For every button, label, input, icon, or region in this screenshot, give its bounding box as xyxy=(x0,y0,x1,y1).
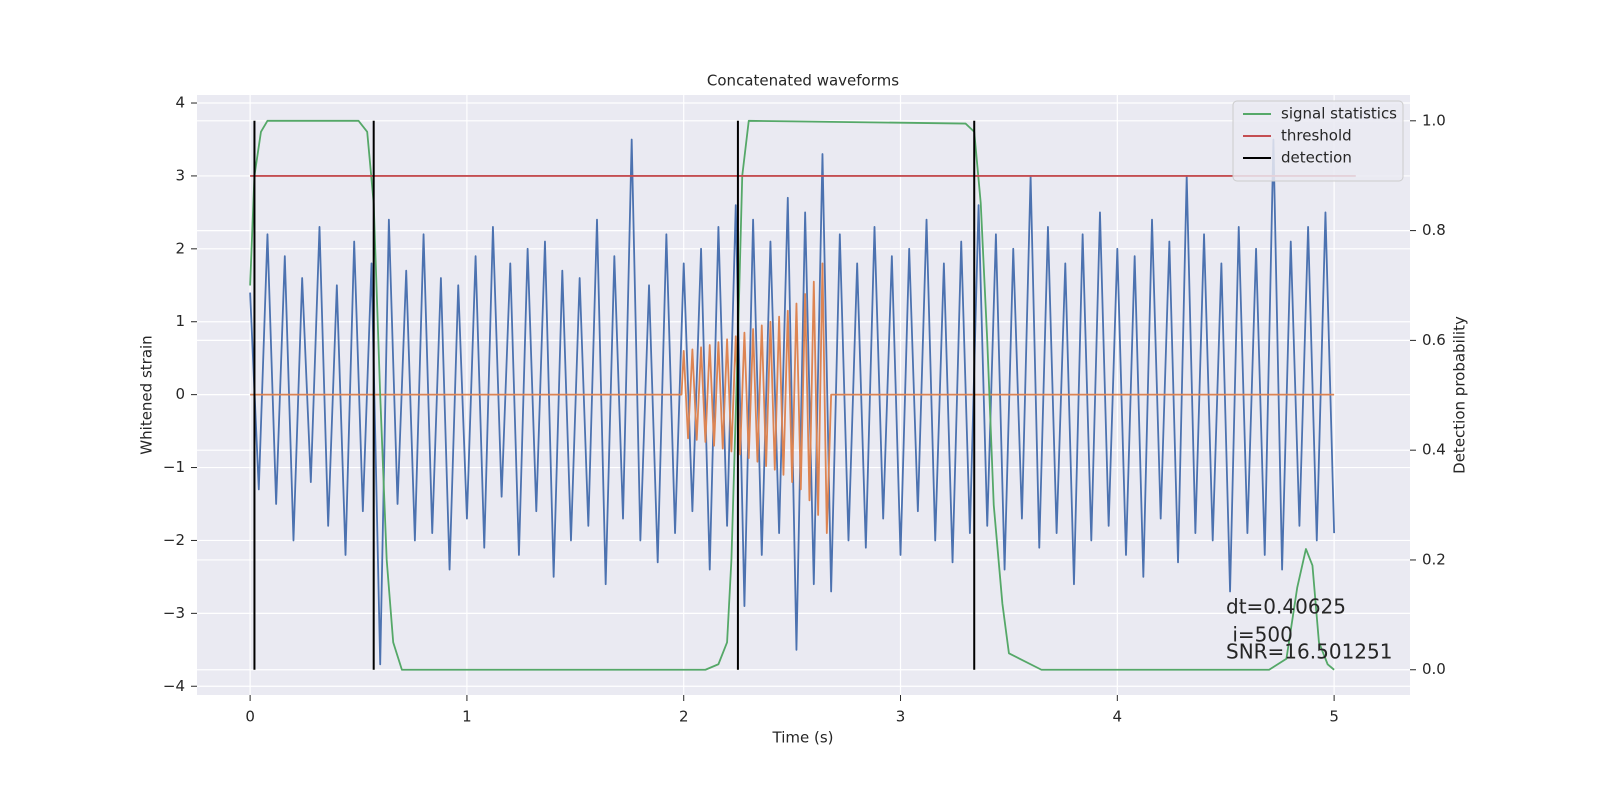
x-tick-label: 4 xyxy=(1113,708,1123,726)
y2-tick-label: 0.6 xyxy=(1422,331,1446,349)
x-tick-label: 5 xyxy=(1329,708,1339,726)
legend-label: threshold xyxy=(1281,127,1352,145)
y-tick-label: 0 xyxy=(175,385,185,403)
x-tick-label: 3 xyxy=(896,708,906,726)
annotation: SNR=16.501251 xyxy=(1226,640,1392,664)
series-line xyxy=(249,138,1336,666)
y2-tick-label: 1.0 xyxy=(1422,111,1446,129)
y2-tick-label: 0.8 xyxy=(1422,221,1446,239)
y-tick-label: −2 xyxy=(163,531,185,549)
annotation: dt=0.40625 xyxy=(1226,595,1346,619)
x-tick-label: 2 xyxy=(679,708,689,726)
series-line xyxy=(250,262,1335,535)
y-axis-label: Whitened strain xyxy=(138,335,156,454)
x-axis-label: Time (s) xyxy=(772,729,834,747)
chart-title: Concatenated waveforms xyxy=(707,72,899,90)
y2-tick-label: 0.4 xyxy=(1422,441,1446,459)
x-tick-label: 0 xyxy=(245,708,255,726)
y-tick-label: 2 xyxy=(175,239,185,257)
series-line xyxy=(249,119,1335,671)
annotation: i=500 xyxy=(1226,623,1293,647)
y-tick-label: −3 xyxy=(163,604,185,622)
x-tick-label: 1 xyxy=(462,708,472,726)
y-tick-label: −1 xyxy=(163,458,185,476)
y2-tick-label: 0.0 xyxy=(1422,660,1446,678)
legend-label: detection xyxy=(1281,149,1352,167)
y-tick-label: 4 xyxy=(175,94,185,112)
y-tick-label: 1 xyxy=(175,312,185,330)
y2-axis-label: Detection probability xyxy=(1451,316,1469,474)
legend-box xyxy=(1232,100,1404,182)
legend-label: signal statistics xyxy=(1281,105,1397,123)
y2-tick-label: 0.2 xyxy=(1422,550,1446,568)
y-tick-label: 3 xyxy=(175,166,185,184)
y-tick-label: −4 xyxy=(163,677,185,695)
